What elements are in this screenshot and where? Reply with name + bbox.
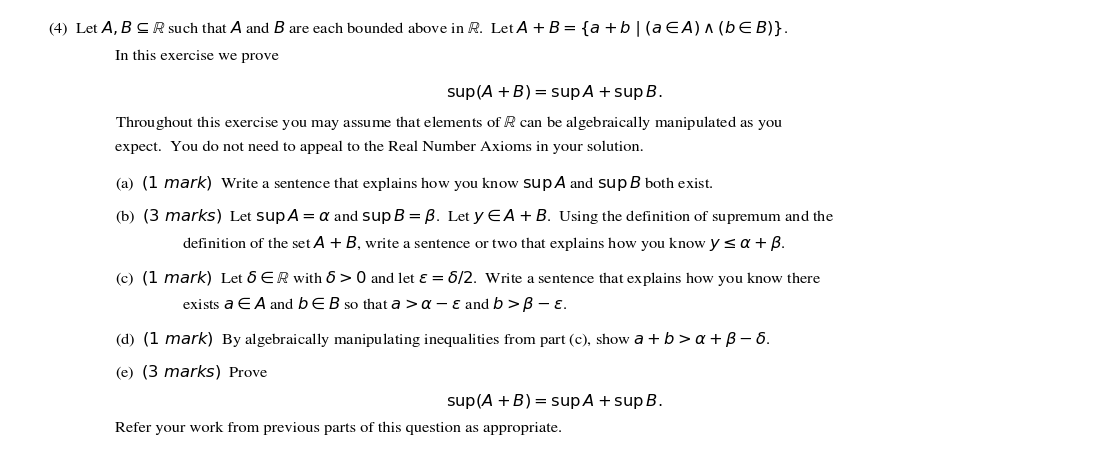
Text: (4)  Let $A, B \subseteq \mathbb{R}$ such that $A$ and $B$ are each bounded abov: (4) Let $A, B \subseteq \mathbb{R}$ such… — [48, 19, 788, 39]
Text: (e)  $(3\ marks)$  Prove: (e) $(3\ marks)$ Prove — [115, 364, 269, 382]
Text: (d)  $(1\ mark)$  By algebraically manipulating inequalities from part (c), show: (d) $(1\ mark)$ By algebraically manipul… — [115, 330, 771, 348]
Text: Refer your work from previous parts of this question as appropriate.: Refer your work from previous parts of t… — [115, 421, 562, 435]
Text: Throughout this exercise you may assume that elements of $\mathbb{R}$ can be alg: Throughout this exercise you may assume … — [115, 114, 784, 132]
Text: (a)  $(1\ mark)$  Write a sentence that explains how you know $\mathrm{sup}\, A$: (a) $(1\ mark)$ Write a sentence that ex… — [115, 174, 714, 193]
Text: In this exercise we prove: In this exercise we prove — [115, 49, 279, 62]
Text: (b)  $(3\ marks)$  Let $\mathrm{sup}\, A = \alpha$ and $\mathrm{sup}\, B = \beta: (b) $(3\ marks)$ Let $\mathrm{sup}\, A =… — [115, 207, 834, 226]
Text: expect.  You do not need to appeal to the Real Number Axioms in your solution.: expect. You do not need to appeal to the… — [115, 140, 644, 154]
Text: (c)  $(1\ mark)$  Let $\delta \in \mathbb{R}$ with $\delta > 0$ and let $\epsilo: (c) $(1\ mark)$ Let $\delta \in \mathbb{… — [115, 269, 822, 287]
Text: $\mathrm{sup}(A+B) = \mathrm{sup}\, A + \mathrm{sup}\, B.$: $\mathrm{sup}(A+B) = \mathrm{sup}\, A + … — [446, 392, 663, 411]
Text: $\mathrm{sup}(A+B) = \mathrm{sup}\, A + \mathrm{sup}\, B.$: $\mathrm{sup}(A+B) = \mathrm{sup}\, A + … — [446, 83, 663, 101]
Text: exists $a \in A$ and $b \in B$ so that $a > \alpha - \epsilon$ and $b > \beta - : exists $a \in A$ and $b \in B$ so that $… — [182, 295, 568, 314]
Text: definition of the set $A+B$, write a sentence or two that explains how you know : definition of the set $A+B$, write a sen… — [182, 234, 785, 253]
